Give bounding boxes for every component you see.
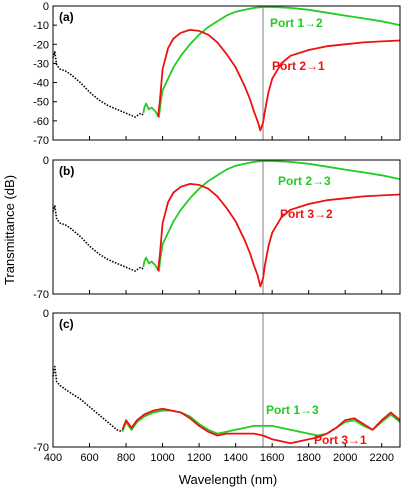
y-tick-label: -50 <box>33 97 49 109</box>
y-tick-label: -60 <box>33 116 49 128</box>
y-axis-label: Transmittance (dB) <box>2 175 17 285</box>
series-label: Port 3→2 <box>280 207 333 221</box>
series-line-black-dotted <box>52 365 123 433</box>
series-line-port-2-1 <box>157 28 401 132</box>
plot-frame <box>52 159 401 295</box>
y-tick-label: -70 <box>33 289 49 301</box>
series-line-port-2-3 <box>142 160 401 272</box>
series-line-port-3-2 <box>157 182 401 288</box>
series-line-port-3-1 <box>121 407 401 445</box>
series-line-black-dotted <box>52 51 144 118</box>
x-tick-label: 2000 <box>333 452 357 464</box>
panel-label: (a) <box>59 10 74 24</box>
y-tick-label: 0 <box>43 155 49 167</box>
plot-frame <box>52 312 401 448</box>
x-tick-label: 600 <box>80 452 98 464</box>
plot-frame <box>52 5 401 141</box>
series-line-black-dotted <box>52 205 144 272</box>
series-label: Port 1→3 <box>266 403 319 417</box>
x-tick-label: 400 <box>44 452 62 464</box>
panel-label: (c) <box>59 317 74 331</box>
x-tick-label: 800 <box>117 452 135 464</box>
y-tick-label: -20 <box>33 39 49 51</box>
x-tick-label: 2200 <box>369 452 393 464</box>
x-axis-label: Wavelength (nm) <box>179 472 278 487</box>
y-tick-label: -70 <box>33 442 49 454</box>
x-tick-label: 1800 <box>296 452 320 464</box>
x-tick-label: 1200 <box>187 452 211 464</box>
panel-0: 0 -10 -20 -30 -40 -50 -60 -70 (a) Port 1→2 Port 2→… <box>33 1 401 147</box>
y-tick-label: 0 <box>43 308 49 320</box>
y-tick-label: -40 <box>33 78 49 90</box>
y-tick-label: -30 <box>33 58 49 70</box>
y-tick-label: 0 <box>43 1 49 13</box>
y-tick-label: -70 <box>33 135 49 147</box>
panel-1: 0 -70 (b) Port 2→3 Port 3→2 <box>33 155 401 301</box>
series-label: Port 3→1 <box>314 433 367 447</box>
series-label: Port 2→1 <box>272 59 325 73</box>
series-label: Port 2→3 <box>278 174 331 188</box>
x-tick-label: 1400 <box>223 452 247 464</box>
series-label: Port 1→2 <box>270 16 323 30</box>
x-tick-label: 1000 <box>150 452 174 464</box>
series-line-port-1-2 <box>142 6 401 118</box>
series-line-port-1-3 <box>121 409 401 437</box>
x-tick-label: 1600 <box>260 452 284 464</box>
panel-label: (b) <box>59 164 74 178</box>
y-tick-label: -10 <box>33 20 49 32</box>
